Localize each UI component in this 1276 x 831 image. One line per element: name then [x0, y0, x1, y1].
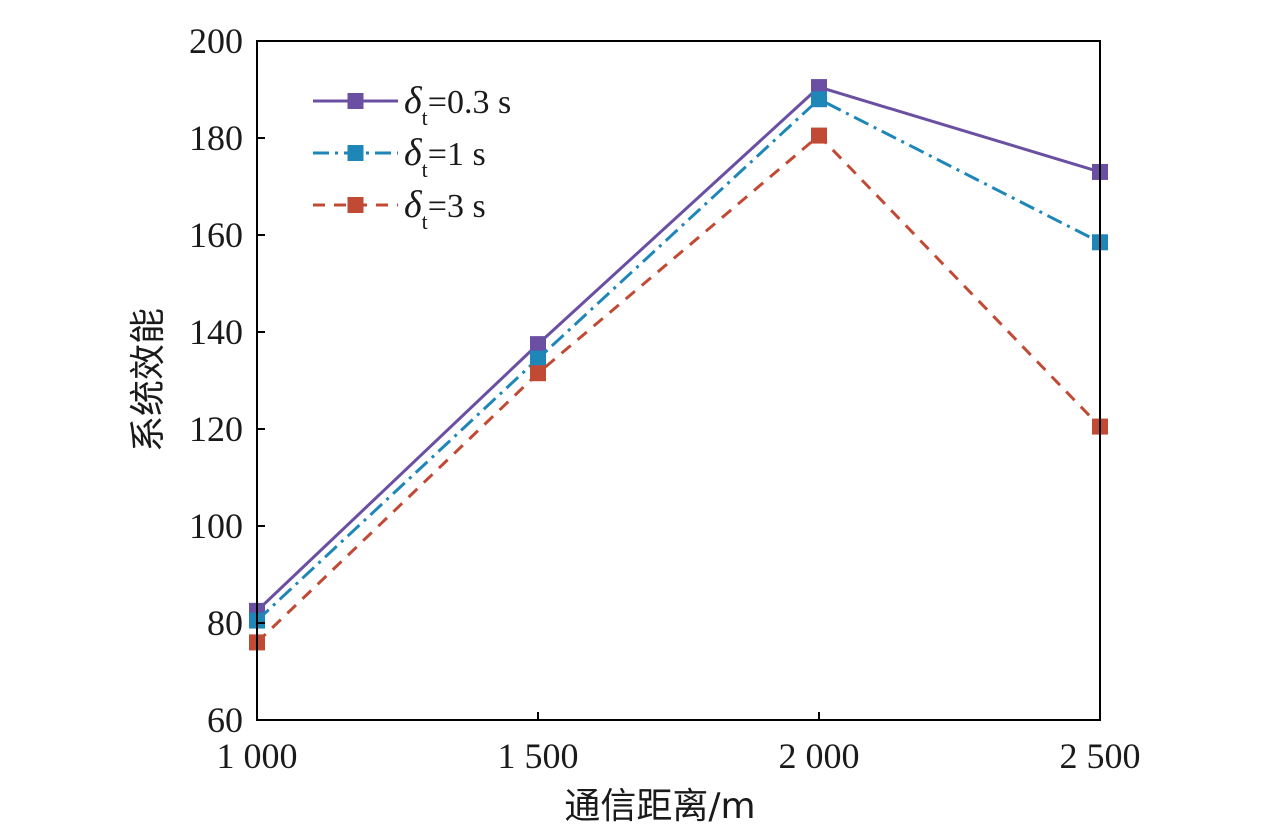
- series-line-1: [255, 85, 1101, 612]
- y-tick-label: 120: [189, 409, 243, 449]
- data-point-marker: [530, 336, 546, 353]
- legend-delta-symbol: δ: [404, 80, 423, 122]
- legend-label-1: δt=0.3 s: [404, 80, 511, 130]
- y-tick-label: 80: [207, 603, 243, 643]
- y-tick-label: 140: [189, 312, 243, 352]
- axes-layer: 60 80 100 120 140 160 180 200 1 000 1 500 2 000 2 5…: [189, 21, 1141, 776]
- y-tick-label: 180: [189, 118, 243, 158]
- data-point-marker: [811, 127, 827, 144]
- y-axis-title: 系统效能: [128, 308, 169, 452]
- y-tick-label: 200: [189, 21, 243, 61]
- plot-frame: [256, 40, 1101, 721]
- x-axis-title: 通信距离/m: [564, 786, 755, 827]
- legend-value-text: =0.3 s: [428, 84, 511, 121]
- y-tick-label: 60: [207, 700, 243, 740]
- x-tick-label: 1 000: [217, 736, 298, 776]
- data-point-marker: [530, 350, 546, 367]
- legend-delta-symbol: δ: [404, 184, 423, 226]
- legend-subscript: t: [422, 105, 428, 130]
- series-line-3: [255, 133, 1102, 644]
- legend-value-text: =3 s: [428, 188, 486, 225]
- series-line-2: [255, 97, 1101, 622]
- legend-subscript: t: [422, 157, 428, 182]
- legend: δt=0.3 sδt=1 sδt=3 s: [313, 80, 511, 234]
- data-point-marker: [530, 365, 546, 382]
- x-tick-label: 2 500: [1060, 736, 1141, 776]
- legend-delta-symbol: δ: [404, 132, 423, 174]
- legend-value-text: =1 s: [428, 136, 486, 173]
- x-tick-label: 1 500: [498, 736, 579, 776]
- y-tick-label: 160: [189, 215, 243, 255]
- series-layer: [249, 79, 1108, 651]
- legend-marker-2: [347, 145, 364, 161]
- legend-marker-1: [347, 93, 364, 109]
- legend-label-2: δt=1 s: [404, 132, 486, 182]
- data-point-marker: [811, 79, 827, 96]
- legend-label-3: δt=3 s: [404, 184, 486, 234]
- data-point-marker: [811, 91, 827, 108]
- x-tick-label: 2 000: [779, 736, 860, 776]
- legend-subscript: t: [422, 209, 428, 234]
- legend-marker-3: [347, 197, 364, 213]
- y-tick-label: 100: [189, 506, 243, 546]
